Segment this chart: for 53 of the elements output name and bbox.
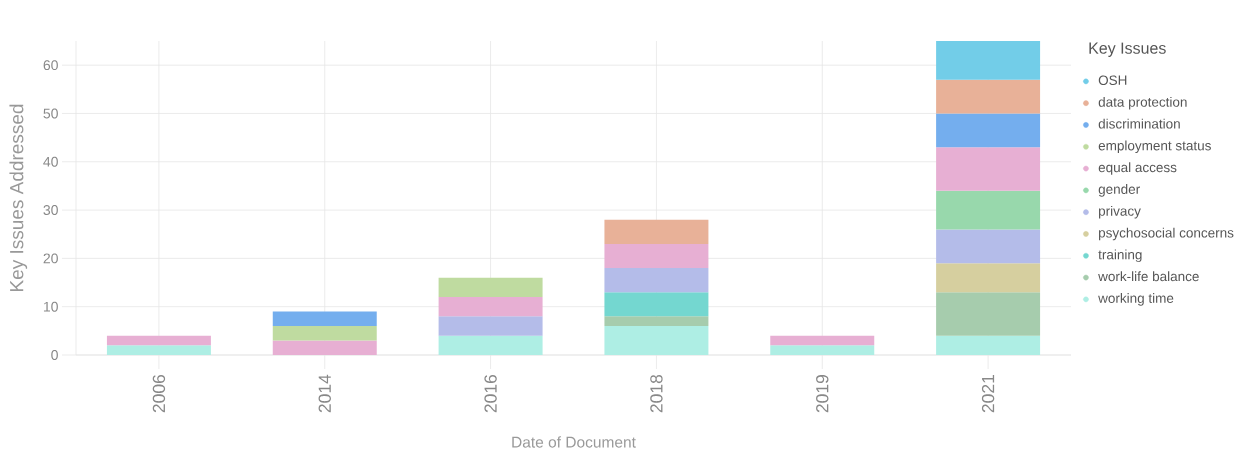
bar: [604, 316, 709, 327]
bar: [272, 340, 377, 355]
bar: [438, 297, 543, 317]
legend-label: equal access: [1098, 162, 1177, 175]
bar: [936, 292, 1041, 336]
bar: [604, 326, 709, 355]
legend-label: working time: [1098, 293, 1174, 306]
y-tick-label: 10: [43, 301, 58, 312]
y-tick-label: 30: [43, 205, 58, 216]
y-tick-label: 20: [43, 253, 58, 264]
legend-label: OSH: [1098, 75, 1127, 85]
legend-label: privacy: [1099, 205, 1141, 219]
y-tick-label: 0: [51, 350, 58, 360]
bar: [272, 311, 377, 327]
bar: [936, 190, 1041, 230]
bar: [438, 277, 543, 298]
bar: [936, 79, 1041, 114]
bar: [936, 335, 1041, 355]
legend-label: data protection: [1098, 96, 1187, 110]
bar: [272, 326, 377, 341]
x-tick-label: 2021: [981, 375, 995, 413]
legend-title: Key Issues: [1089, 42, 1166, 57]
x-tick-label: 2016: [484, 374, 497, 413]
bar: [438, 335, 543, 355]
bar: [770, 335, 875, 346]
x-tick-label: 2006: [152, 374, 166, 413]
bar: [936, 113, 1041, 148]
x-axis-title: Date of Document: [512, 436, 636, 448]
bar: [936, 41, 1041, 80]
bar: [936, 147, 1041, 191]
legend-label: gender: [1098, 184, 1140, 197]
y-tick-label: 60: [43, 60, 58, 71]
bar: [604, 292, 709, 317]
x-tick-label: 2018: [650, 374, 663, 413]
legend-label: discrimination: [1098, 118, 1180, 129]
bar: [604, 219, 709, 244]
y-tick-label: 50: [43, 108, 58, 119]
bar: [936, 229, 1041, 264]
legend-label: work-life balance: [1098, 271, 1199, 282]
legend-label: psychosocial concerns: [1099, 227, 1234, 241]
bar: [106, 345, 211, 355]
bar: [604, 268, 709, 293]
bar: [604, 243, 709, 269]
x-tick-label: 2019: [816, 375, 829, 413]
legend-label: employment status: [1098, 140, 1211, 154]
bar: [106, 335, 211, 346]
bar: [438, 316, 543, 336]
bar: [770, 345, 875, 355]
legend-label: training: [1098, 249, 1142, 263]
y-tick-label: 40: [43, 156, 58, 167]
y-axis-title: Key Issues Addressed: [9, 104, 28, 291]
bar: [936, 263, 1041, 293]
x-tick-label: 2014: [318, 374, 331, 413]
